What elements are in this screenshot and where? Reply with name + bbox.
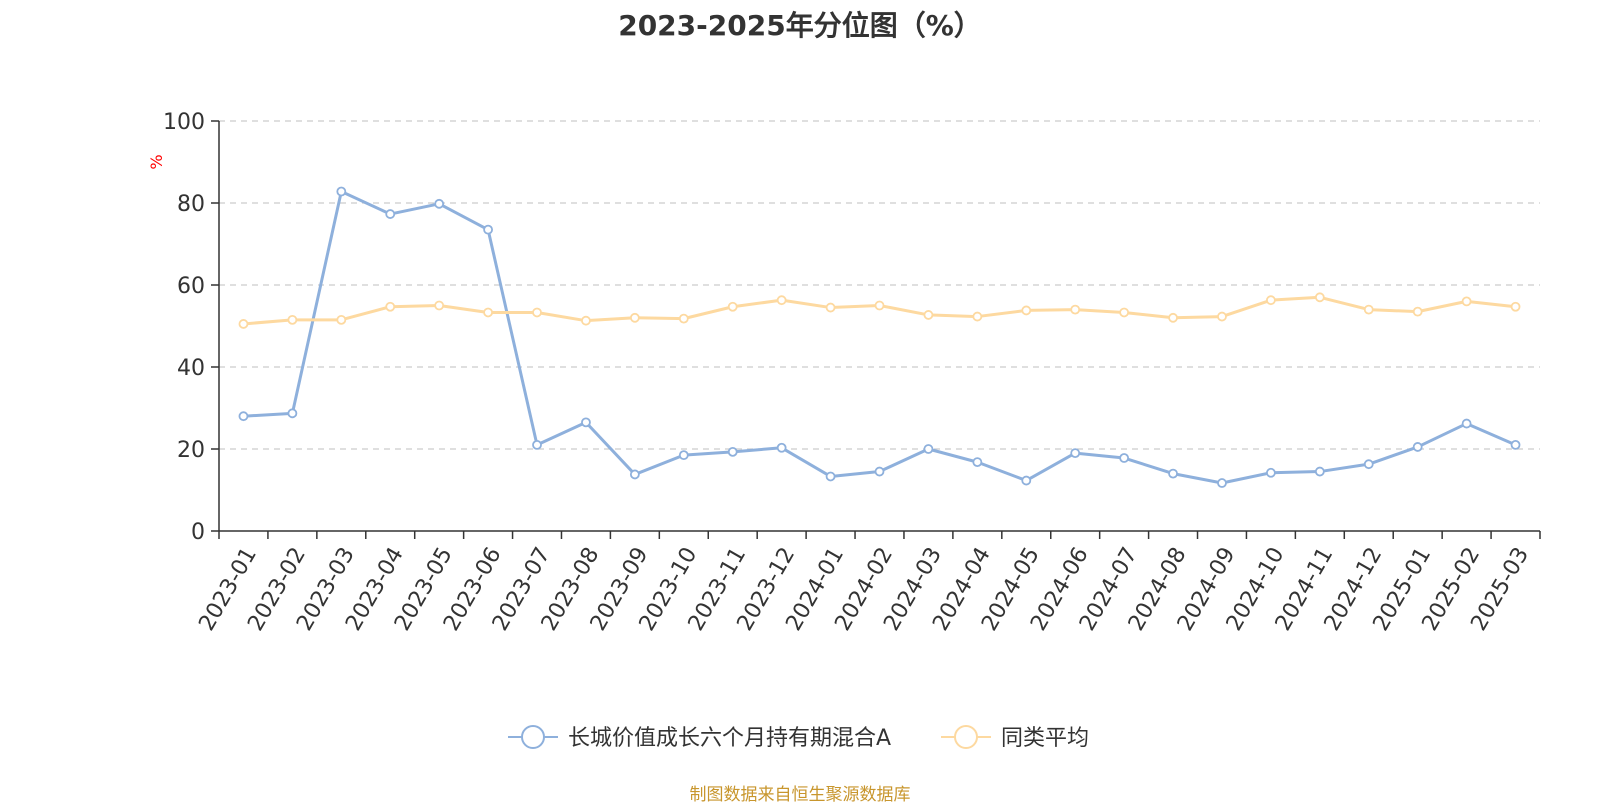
data-point[interactable] — [1266, 467, 1276, 478]
data-point[interactable] — [776, 442, 787, 453]
data-point[interactable] — [727, 301, 738, 312]
data-point[interactable] — [1070, 304, 1081, 315]
data-point[interactable] — [678, 313, 689, 324]
data-point[interactable] — [532, 439, 542, 450]
data-point[interactable] — [336, 186, 347, 197]
data-point[interactable] — [1461, 296, 1472, 307]
data-point[interactable] — [727, 446, 738, 457]
data-point[interactable] — [1266, 295, 1276, 306]
data-point[interactable] — [972, 311, 983, 322]
data-point[interactable] — [238, 319, 249, 329]
legend-marker-icon — [521, 725, 545, 749]
data-point[interactable] — [581, 315, 591, 326]
data-point[interactable] — [825, 471, 836, 482]
data-point[interactable] — [1021, 475, 1032, 486]
data-point[interactable] — [972, 457, 983, 468]
data-point[interactable] — [825, 302, 836, 313]
data-point[interactable] — [385, 209, 396, 219]
data-point[interactable] — [1217, 478, 1227, 488]
data-point[interactable] — [1119, 307, 1130, 318]
data-point[interactable] — [1412, 306, 1423, 317]
y-tick-label: 80 — [177, 192, 205, 217]
y-axis-label: % — [147, 154, 166, 169]
data-point[interactable] — [483, 307, 493, 318]
data-point[interactable] — [287, 408, 298, 419]
legend-label: 长城价值成长六个月持有期混合A — [568, 726, 891, 751]
y-tick-label: 20 — [177, 438, 205, 463]
data-point[interactable] — [1021, 305, 1032, 316]
legend-marker-icon — [954, 725, 978, 749]
series-lines — [238, 186, 1521, 488]
source-note: 制图数据来自恒生聚源数据库 — [689, 785, 911, 805]
data-point[interactable] — [385, 301, 396, 312]
data-point[interactable] — [1363, 304, 1374, 315]
data-point[interactable] — [1168, 312, 1178, 323]
data-point[interactable] — [1461, 418, 1472, 429]
data-point[interactable] — [874, 466, 885, 477]
data-point[interactable] — [629, 312, 640, 323]
y-tick-label: 100 — [163, 110, 205, 135]
data-point[interactable] — [1168, 468, 1178, 479]
data-point[interactable] — [581, 417, 591, 428]
data-point[interactable] — [1510, 301, 1521, 312]
chart-title: 2023-2025年分位图（%） — [618, 9, 982, 42]
data-point[interactable] — [1363, 459, 1374, 470]
data-point[interactable] — [336, 314, 347, 325]
legend[interactable]: 长城价值成长六个月持有期混合A 同类平均 — [508, 725, 1089, 751]
data-point[interactable] — [1412, 442, 1423, 452]
y-tick-label: 60 — [177, 274, 205, 299]
data-point[interactable] — [1510, 439, 1521, 450]
data-point[interactable] — [532, 307, 542, 318]
data-point[interactable] — [776, 295, 787, 306]
y-tick-label: 40 — [177, 356, 205, 381]
legend-item-2[interactable]: 同类平均 — [941, 725, 1089, 751]
data-point[interactable] — [629, 469, 640, 480]
legend-label: 同类平均 — [1001, 726, 1089, 751]
data-point[interactable] — [1217, 311, 1227, 322]
y-tick-label: 0 — [191, 520, 205, 545]
data-point[interactable] — [923, 444, 934, 454]
data-point[interactable] — [434, 300, 445, 311]
axes: 020406080100%2023-012023-022023-032023-0… — [147, 110, 1541, 635]
series-line-1 — [243, 190, 1517, 485]
data-point[interactable] — [1314, 466, 1325, 477]
legend-item-1[interactable]: 长城价值成长六个月持有期混合A — [508, 725, 891, 751]
data-point[interactable] — [923, 310, 934, 320]
grid-lines — [219, 120, 1540, 450]
data-point[interactable] — [1314, 292, 1325, 303]
data-point[interactable] — [1119, 453, 1130, 463]
data-point[interactable] — [1070, 448, 1081, 459]
data-point[interactable] — [678, 450, 689, 461]
data-point[interactable] — [483, 224, 493, 235]
data-point[interactable] — [238, 411, 249, 422]
data-point[interactable] — [287, 314, 298, 325]
data-point[interactable] — [874, 300, 885, 311]
data-point[interactable] — [434, 198, 445, 209]
